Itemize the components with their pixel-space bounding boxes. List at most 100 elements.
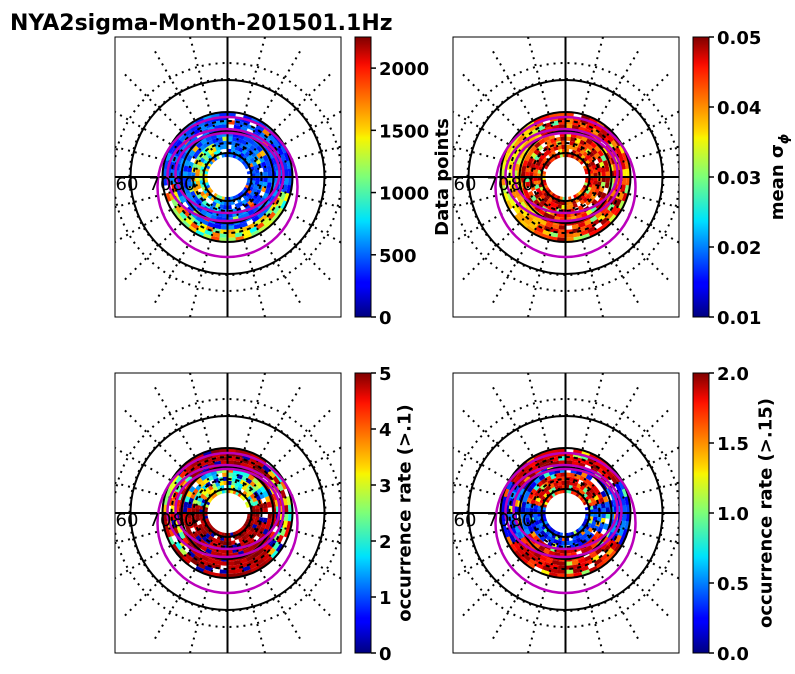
heatmap-cell xyxy=(582,196,589,203)
heatmap-cell xyxy=(223,480,228,486)
heatmap-cell xyxy=(247,474,255,481)
heatmap-cell xyxy=(187,513,192,519)
dotted-meridian xyxy=(588,518,679,545)
heatmap-cell xyxy=(502,192,510,203)
heatmap-cell xyxy=(557,569,566,574)
heatmap-cell xyxy=(283,504,289,513)
heatmap-cell xyxy=(602,136,611,145)
heatmap-cell xyxy=(588,116,598,125)
heatmap-cell xyxy=(257,211,265,219)
auroral-oval-line xyxy=(512,467,619,551)
heatmap-cell xyxy=(534,456,544,464)
heatmap-cell xyxy=(182,171,188,178)
heatmap-cell xyxy=(580,229,590,236)
heatmap-cell xyxy=(220,124,228,129)
heatmap-cell xyxy=(261,128,271,137)
heatmap-cell xyxy=(591,127,601,136)
heatmap-cell xyxy=(543,122,552,129)
heatmap-cell xyxy=(614,534,622,544)
heatmap-cell xyxy=(542,487,549,494)
radial-label: 60 xyxy=(116,174,139,195)
heatmap-cell xyxy=(593,145,601,153)
heatmap-cell xyxy=(600,502,606,509)
heatmap-cell xyxy=(613,543,622,553)
heatmap-cell xyxy=(579,561,588,568)
heatmap-cell xyxy=(207,535,214,542)
heatmap-cell xyxy=(216,136,223,142)
heatmap-cell xyxy=(241,561,250,568)
colorbar-label: occurrence rate (>.15) xyxy=(756,398,777,628)
heatmap-cell xyxy=(178,531,186,540)
heatmap-cell xyxy=(196,541,204,549)
heatmap-cell xyxy=(530,521,536,528)
heatmap-cell xyxy=(595,225,606,234)
heatmap-cell xyxy=(530,218,540,227)
heatmap-cell xyxy=(219,204,224,210)
dotted-meridian xyxy=(250,182,341,209)
heatmap-cell xyxy=(561,480,566,486)
heatmap-cell xyxy=(190,124,200,133)
heatmap-cell xyxy=(276,198,284,208)
heatmap-cell xyxy=(621,151,629,162)
heatmap-cell xyxy=(257,561,268,570)
heatmap-cell xyxy=(521,518,527,525)
heatmap-cell xyxy=(604,182,610,189)
heatmap-cell xyxy=(587,226,597,234)
heatmap-cell xyxy=(280,144,288,154)
heatmap-cell xyxy=(197,160,204,167)
heatmap-cell xyxy=(259,485,267,493)
heatmap-cell xyxy=(600,192,607,200)
dotted-meridian xyxy=(588,182,679,209)
heatmap-cell xyxy=(542,151,549,158)
heatmap-cell xyxy=(560,472,566,477)
colorbar-tick-label: 2000 xyxy=(379,59,429,80)
heatmap-cell xyxy=(250,565,261,574)
heatmap-cell xyxy=(205,458,214,465)
heatmap-cell xyxy=(255,221,265,230)
heatmap-cell xyxy=(525,214,534,223)
heatmap-cell xyxy=(596,492,603,500)
heatmap-cell xyxy=(510,526,517,536)
heatmap-cell xyxy=(528,156,535,164)
heatmap-cell xyxy=(543,471,551,479)
heatmap-cell xyxy=(621,512,627,521)
heatmap-cell xyxy=(184,217,194,226)
heatmap-cell xyxy=(222,476,228,482)
heatmap-cell xyxy=(184,495,191,503)
heatmap-cell xyxy=(227,136,233,141)
heatmap-cell xyxy=(549,567,559,574)
heatmap-cell xyxy=(585,544,593,552)
heatmap-cell xyxy=(528,460,538,469)
heatmap-cell xyxy=(249,526,256,533)
heatmap-cell xyxy=(520,513,526,520)
heatmap-cell xyxy=(234,567,244,574)
heatmap-cell xyxy=(537,222,546,230)
heatmap-cell xyxy=(523,139,532,148)
heatmap-cell xyxy=(283,151,291,162)
heatmap-cell xyxy=(620,184,626,193)
heatmap-cell xyxy=(241,475,248,482)
heatmap-cell xyxy=(522,523,529,531)
heatmap-cell xyxy=(589,187,596,194)
heatmap-cell xyxy=(195,177,200,182)
heatmap-cell xyxy=(597,467,606,476)
heatmap-cell xyxy=(283,512,289,521)
heatmap-cell xyxy=(186,192,193,200)
heatmap-cell xyxy=(283,528,291,538)
heatmap-cell xyxy=(181,537,190,546)
heatmap-cell xyxy=(587,526,594,533)
heatmap-cell xyxy=(525,513,530,519)
heatmap-cell xyxy=(591,463,601,472)
heatmap-cell xyxy=(524,528,531,536)
heatmap-cell xyxy=(551,223,560,230)
heatmap-cell xyxy=(196,456,206,464)
heatmap-cell xyxy=(589,215,598,223)
heatmap-cell xyxy=(587,190,594,197)
heatmap-cell xyxy=(174,148,182,158)
heatmap-cell xyxy=(200,209,208,216)
heatmap-cell xyxy=(538,209,546,216)
heatmap-cell xyxy=(182,513,188,520)
heatmap-cell xyxy=(250,116,260,125)
heatmap-cell xyxy=(509,198,517,208)
heatmap-cell xyxy=(604,501,610,508)
